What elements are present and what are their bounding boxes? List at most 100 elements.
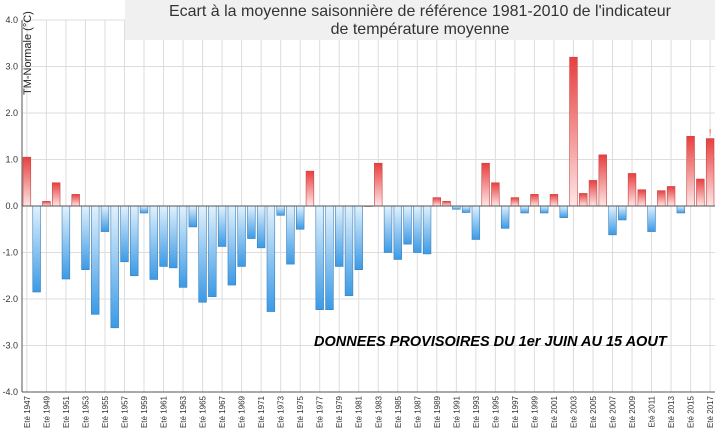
chart-title-box: Ecart à la moyenne saisonnière de référe… xyxy=(125,0,715,40)
bar-1998 xyxy=(520,205,529,214)
bar-2001 xyxy=(549,194,559,207)
y-tick-label: 2.0 xyxy=(5,108,18,118)
x-tick-label: Eté 1957 xyxy=(120,395,129,428)
x-tick-label: Eté 1979 xyxy=(335,395,344,428)
bar-2000 xyxy=(540,205,549,214)
bar-2016 xyxy=(696,178,705,207)
bar-1954 xyxy=(91,205,100,315)
x-tick-label: Eté 1983 xyxy=(374,395,383,428)
y-tick-label: 1.0 xyxy=(5,155,18,165)
x-tick-label: Eté 1993 xyxy=(472,395,481,428)
x-tick-label: Eté 1955 xyxy=(101,395,110,428)
x-tick-label: Eté 1969 xyxy=(238,395,247,428)
bar-1987 xyxy=(413,205,422,253)
bar-2007 xyxy=(608,205,617,236)
bar-2012 xyxy=(657,190,666,207)
axes-group xyxy=(21,20,715,393)
x-tick-label: Eté 2015 xyxy=(687,395,696,428)
bar-1958 xyxy=(130,205,139,277)
bar-2006 xyxy=(598,154,607,207)
bar-1971 xyxy=(256,205,266,249)
bar-1970 xyxy=(247,205,256,239)
x-tick-label: Eté 2017 xyxy=(706,395,715,428)
x-tick-label: Eté 1963 xyxy=(179,395,188,428)
bar-1955 xyxy=(100,205,110,232)
x-tick-label: Eté 2005 xyxy=(589,395,598,428)
y-tick-label: -2.0 xyxy=(2,294,18,304)
x-tick-label: Eté 1973 xyxy=(277,395,286,428)
x-tick-label: Eté 1953 xyxy=(81,395,90,428)
bar-1964 xyxy=(188,205,197,228)
x-tick-label: Eté 1959 xyxy=(140,395,149,428)
bar-1961 xyxy=(159,205,168,267)
x-tick-label: Eté 1951 xyxy=(62,395,71,428)
bar-2014 xyxy=(676,205,686,214)
bar-1995 xyxy=(491,182,500,207)
bar-1978 xyxy=(325,205,334,310)
bar-1983 xyxy=(374,162,383,207)
bar-1959 xyxy=(139,205,149,214)
x-tick-label: Eté 1975 xyxy=(296,395,305,428)
x-tick-labels: Eté 1947 Eté 1949 Eté 1951 Eté 1953 Eté 1955… xyxy=(23,395,715,428)
bar-1984 xyxy=(383,205,393,253)
x-tick-label: Eté 1997 xyxy=(511,395,520,428)
bar-1953 xyxy=(81,205,90,271)
y-tick-label: 4.0 xyxy=(5,15,18,25)
x-tick-label: Eté 1967 xyxy=(218,395,227,428)
bar-2015 xyxy=(686,135,695,207)
x-tick-label: Eté 1971 xyxy=(257,395,266,428)
x-tick-label: Eté 1947 xyxy=(23,395,32,428)
bar-2013 xyxy=(666,186,676,207)
chart-title-line-1: Ecart à la moyenne saisonnière de référe… xyxy=(168,3,672,20)
bar-2008 xyxy=(618,205,627,221)
x-tick-label: Eté 1987 xyxy=(413,395,422,428)
bar-2011 xyxy=(647,205,656,232)
y-tick-label: -3.0 xyxy=(2,341,18,351)
bar-1985 xyxy=(393,205,402,260)
bar-2010 xyxy=(637,189,646,207)
bar-1965 xyxy=(198,205,207,303)
bar-1947 xyxy=(22,156,32,207)
bar-1986 xyxy=(403,205,412,245)
x-tick-label: Eté 1999 xyxy=(530,395,539,428)
bar-1974 xyxy=(286,205,295,265)
bar-1989 xyxy=(432,197,442,207)
y-tick-label: -1.0 xyxy=(2,248,18,258)
y-axis-label: TM-Normale (°C) xyxy=(22,11,34,95)
bar-1977 xyxy=(315,205,324,310)
bar-1996 xyxy=(500,205,510,229)
bar-2004 xyxy=(579,193,588,207)
bar-1981 xyxy=(354,205,363,271)
bars-group: ! xyxy=(22,56,715,329)
x-tick-label: Eté 1995 xyxy=(491,395,500,428)
x-tick-label: Eté 2009 xyxy=(628,395,637,428)
bar-1966 xyxy=(208,205,217,297)
bar-1962 xyxy=(169,205,178,269)
bar-1993 xyxy=(471,205,481,240)
bar-2002 xyxy=(559,205,568,218)
x-tick-label: Eté 2011 xyxy=(648,395,657,427)
x-tick-label: Eté 2003 xyxy=(569,395,578,428)
chart-title-line-2: de température moyenne xyxy=(330,21,510,38)
bar-2003 xyxy=(569,56,578,207)
bar-2005 xyxy=(588,180,598,207)
bar-1956 xyxy=(110,205,119,329)
bar-1963 xyxy=(178,205,188,288)
bar-1949 xyxy=(42,201,51,207)
bar-1979 xyxy=(335,205,344,267)
x-tick-label: Eté 1977 xyxy=(316,395,325,428)
bar-1967 xyxy=(217,205,227,247)
bar-2017 xyxy=(705,138,715,207)
x-tick-label: Eté 2007 xyxy=(609,395,618,428)
x-tick-label: Eté 1981 xyxy=(355,395,364,428)
bar-1997 xyxy=(510,197,520,207)
bar-1952 xyxy=(71,194,80,207)
bar-1948 xyxy=(32,205,41,293)
bar-1980 xyxy=(344,205,354,297)
x-tick-label: Eté 1985 xyxy=(394,395,403,428)
bar-1950 xyxy=(51,182,61,207)
bar-2009 xyxy=(627,173,637,207)
bar-1957 xyxy=(120,205,129,263)
bar-1973 xyxy=(276,205,285,216)
